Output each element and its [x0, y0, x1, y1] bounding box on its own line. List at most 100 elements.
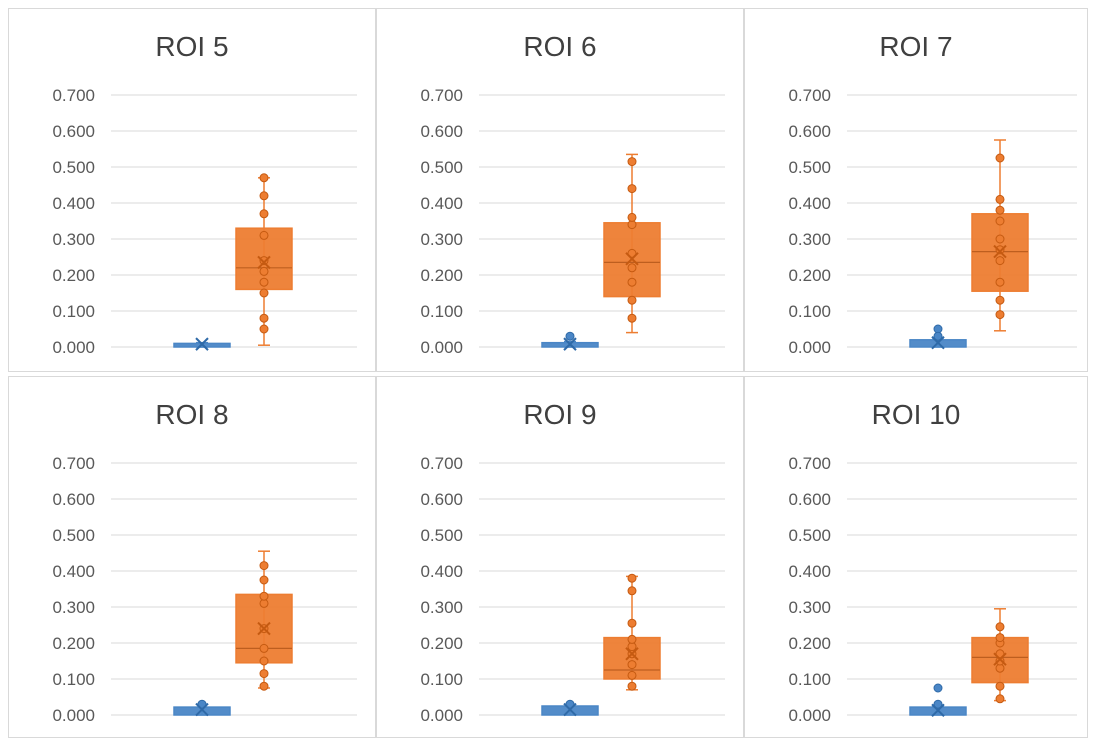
y-tick-label: 0.400 [420, 562, 463, 581]
y-tick-label: 0.600 [420, 490, 463, 509]
orange-data-point [259, 643, 269, 653]
orange-data-point [627, 618, 637, 628]
y-tick-label: 0.600 [52, 122, 95, 141]
y-tick-label: 0.600 [52, 490, 95, 509]
chart-title: ROI 10 [871, 399, 961, 430]
y-tick-label: 0.200 [52, 634, 95, 653]
orange-data-point [995, 153, 1005, 163]
y-tick-label: 0.000 [788, 706, 831, 725]
orange-data-point [627, 263, 637, 273]
orange-data-point [627, 660, 637, 670]
orange-data-point [259, 656, 269, 666]
orange-data-point [627, 586, 637, 596]
box-plot: 0.000 0.100 0.200 0.300 0.400 0.500 0.600 0.700 [788, 454, 1077, 725]
orange-mean-marker [257, 255, 271, 270]
y-tick-label: 0.500 [52, 158, 95, 177]
chart-panel-roi-6: ROI 6 0.000 0.100 0.200 0.300 0.400 0.500 0.60… [376, 8, 744, 372]
y-tick-label: 0.700 [52, 86, 95, 105]
orange-data-point [995, 277, 1005, 287]
orange-data-point [627, 184, 637, 194]
y-tick-label: 0.300 [420, 598, 463, 617]
orange-data-point [995, 256, 1005, 266]
orange-data-point [259, 256, 269, 266]
y-tick-label: 0.500 [788, 158, 831, 177]
y-tick-label: 0.200 [420, 266, 463, 285]
y-tick-label: 0.200 [420, 634, 463, 653]
y-tick-label: 0.100 [52, 670, 95, 689]
orange-data-point [627, 670, 637, 680]
y-tick-label: 0.600 [420, 122, 463, 141]
orange-data-point [627, 277, 637, 287]
orange-data-point [259, 324, 269, 334]
y-tick-label: 0.500 [420, 526, 463, 545]
y-tick-label: 0.400 [420, 194, 463, 213]
orange-mean-marker [625, 647, 639, 661]
orange-data-point [259, 230, 269, 240]
orange-data-point [259, 288, 269, 298]
orange-data-point [259, 313, 269, 323]
chart-panel-roi-5: ROI 5 0.000 0.100 0.200 0.300 0.400 0.500 0.60… [8, 8, 376, 372]
orange-data-point [995, 205, 1005, 215]
orange-data-point [627, 157, 637, 167]
orange-data-point [995, 216, 1005, 226]
y-tick-label: 0.200 [52, 266, 95, 285]
y-tick-label: 0.700 [52, 454, 95, 473]
blue-mean-marker [195, 337, 209, 351]
y-tick-label: 0.600 [788, 122, 831, 141]
box-plot: 0.000 0.100 0.200 0.300 0.400 0.500 0.600 0.700 [420, 86, 725, 357]
orange-data-point [627, 634, 637, 644]
chart-title: ROI 9 [523, 399, 597, 430]
orange-data-point [259, 266, 269, 276]
y-tick-label: 0.000 [788, 338, 831, 357]
blue-data-point [933, 699, 943, 709]
y-tick-label: 0.500 [52, 526, 95, 545]
orange-data-point [995, 234, 1005, 244]
y-tick-label: 0.100 [420, 670, 463, 689]
orange-data-point [627, 573, 637, 583]
y-tick-label: 0.700 [420, 86, 463, 105]
chart-panel-roi-9: ROI 9 0.000 0.100 0.200 0.300 0.400 0.500 0.60… [376, 376, 744, 738]
y-tick-label: 0.100 [788, 670, 831, 689]
orange-data-point [627, 681, 637, 691]
orange-data-point [995, 194, 1005, 204]
blue-data-point [933, 683, 943, 693]
orange-data-point [995, 694, 1005, 704]
y-tick-label: 0.200 [788, 634, 831, 653]
orange-data-point [995, 681, 1005, 691]
y-tick-label: 0.700 [420, 454, 463, 473]
y-tick-label: 0.700 [788, 86, 831, 105]
blue-mean-marker [931, 335, 945, 350]
y-tick-label: 0.400 [52, 194, 95, 213]
orange-data-point [259, 575, 269, 585]
y-tick-label: 0.000 [420, 338, 463, 357]
orange-data-point [627, 212, 637, 222]
y-tick-label: 0.100 [420, 302, 463, 321]
chart-panel-roi-8: ROI 8 0.000 0.100 0.200 0.300 0.400 0.500 0.60… [8, 376, 376, 738]
y-tick-label: 0.500 [420, 158, 463, 177]
orange-data-point [995, 622, 1005, 632]
y-tick-label: 0.100 [52, 302, 95, 321]
orange-data-point [259, 681, 269, 691]
orange-data-point [995, 295, 1005, 305]
y-tick-label: 0.400 [52, 562, 95, 581]
orange-data-point [627, 313, 637, 323]
y-tick-label: 0.300 [420, 230, 463, 249]
y-tick-label: 0.100 [788, 302, 831, 321]
y-tick-label: 0.600 [788, 490, 831, 509]
orange-data-point [259, 561, 269, 571]
box-plot: 0.000 0.100 0.200 0.300 0.400 0.500 0.600 0.700 [420, 454, 725, 725]
orange-mean-marker [257, 621, 271, 636]
orange-data-point [627, 295, 637, 305]
blue-mean-marker [563, 337, 577, 351]
y-tick-label: 0.300 [788, 230, 831, 249]
orange-data-point [259, 191, 269, 201]
orange-mean-marker [993, 244, 1007, 259]
orange-data-point [259, 209, 269, 219]
y-tick-label: 0.200 [788, 266, 831, 285]
box-plot: 0.000 0.100 0.200 0.300 0.400 0.500 0.600 0.700 [52, 86, 357, 357]
y-tick-label: 0.300 [52, 598, 95, 617]
blue-data-point [565, 331, 575, 341]
blue-mean-marker [195, 702, 209, 717]
y-tick-label: 0.000 [420, 706, 463, 725]
